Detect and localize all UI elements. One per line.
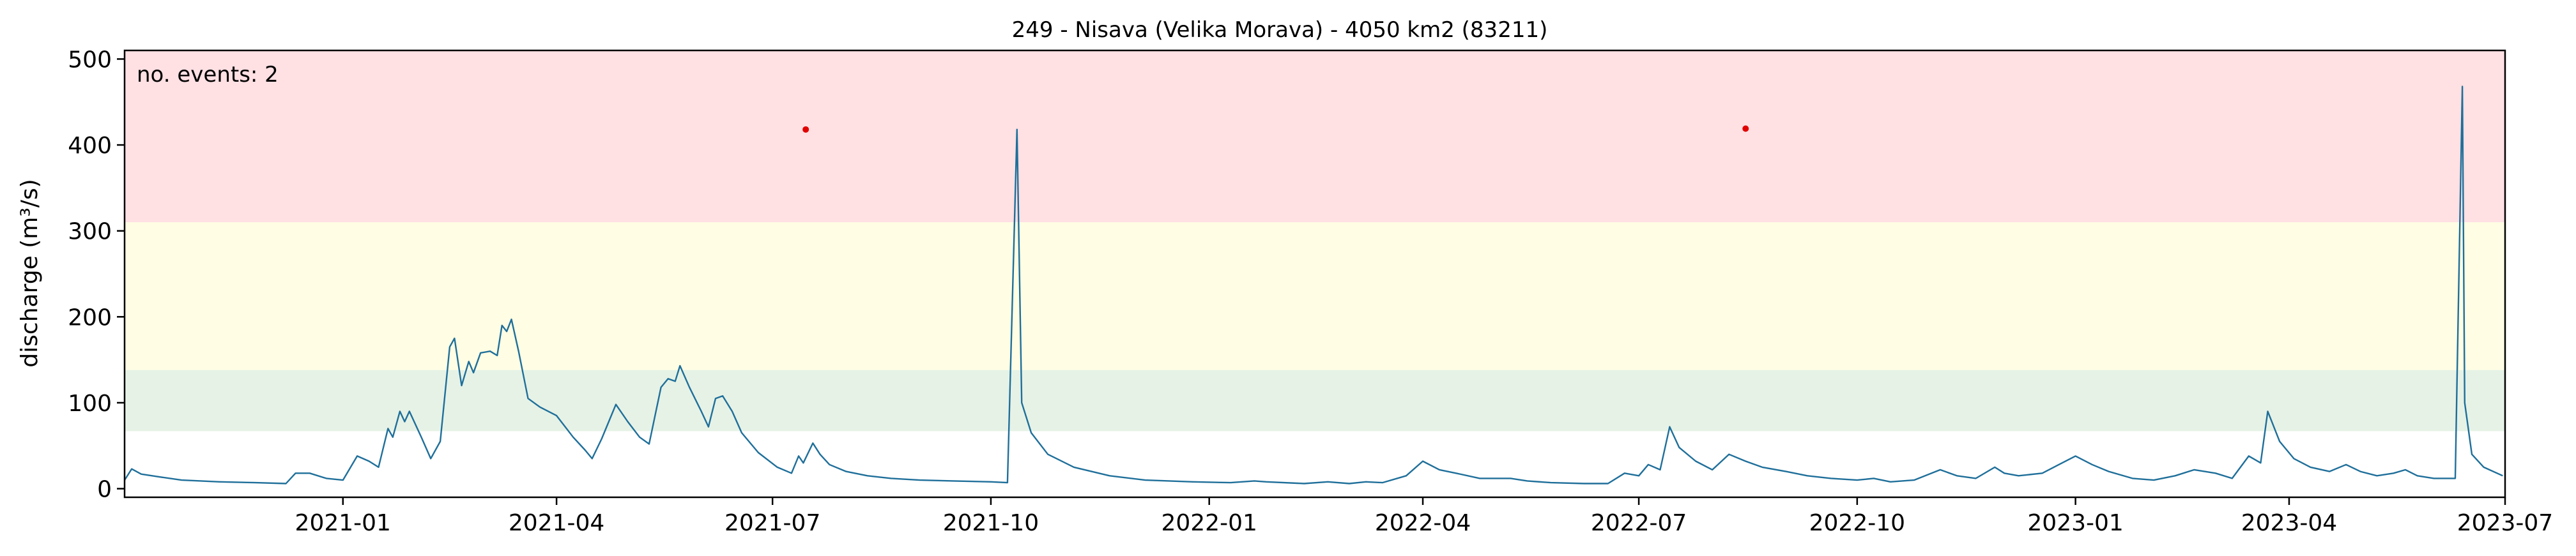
x-tick-label-10: 2023-07 bbox=[2457, 510, 2553, 536]
y-tick-label-4: 400 bbox=[68, 133, 112, 159]
y-tick-label-3: 300 bbox=[68, 219, 112, 245]
x-tick-label-3: 2021-10 bbox=[943, 510, 1039, 536]
threshold-band-2 bbox=[125, 370, 2505, 432]
y-tick-label-1: 100 bbox=[68, 391, 112, 417]
threshold-bands bbox=[125, 50, 2505, 432]
x-tick-label-8: 2023-01 bbox=[2027, 510, 2123, 536]
x-tick-label-7: 2022-10 bbox=[1809, 510, 1905, 536]
x-tick-label-5: 2022-04 bbox=[1375, 510, 1471, 536]
x-tick-label-2: 2021-07 bbox=[724, 510, 820, 536]
event-markers bbox=[802, 125, 1749, 133]
x-tick-label-4: 2022-01 bbox=[1161, 510, 1257, 536]
series-line-0 bbox=[123, 86, 2503, 485]
plot-frame bbox=[123, 49, 2506, 499]
x-tick-label-0: 2021-01 bbox=[295, 510, 391, 536]
event-marker-0 bbox=[802, 126, 809, 133]
x-tick-label-1: 2021-04 bbox=[509, 510, 604, 536]
series-group bbox=[123, 86, 2503, 485]
threshold-band-1 bbox=[125, 222, 2505, 370]
y-axis-label: discharge (m³/s) bbox=[17, 179, 43, 367]
y-axis-ticks: 0 100 200 300 400 500 bbox=[68, 47, 125, 503]
event-marker-1 bbox=[1742, 125, 1749, 132]
chart-title: 249 - Nisava (Velika Morava) - 4050 km2 … bbox=[1012, 17, 1548, 43]
x-tick-label-6: 2022-07 bbox=[1591, 510, 1687, 536]
y-tick-label-2: 200 bbox=[68, 304, 112, 331]
events-count-annotation: no. events: 2 bbox=[137, 62, 279, 87]
y-tick-label-0: 0 bbox=[97, 477, 112, 503]
y-tick-label-5: 500 bbox=[68, 47, 112, 73]
x-axis-ticks: 2021-01 2021-04 2021-07 2021-10 2022-01 2022-… bbox=[295, 497, 2553, 536]
x-tick-label-9: 2023-04 bbox=[2241, 510, 2337, 536]
threshold-band-0 bbox=[125, 50, 2505, 223]
